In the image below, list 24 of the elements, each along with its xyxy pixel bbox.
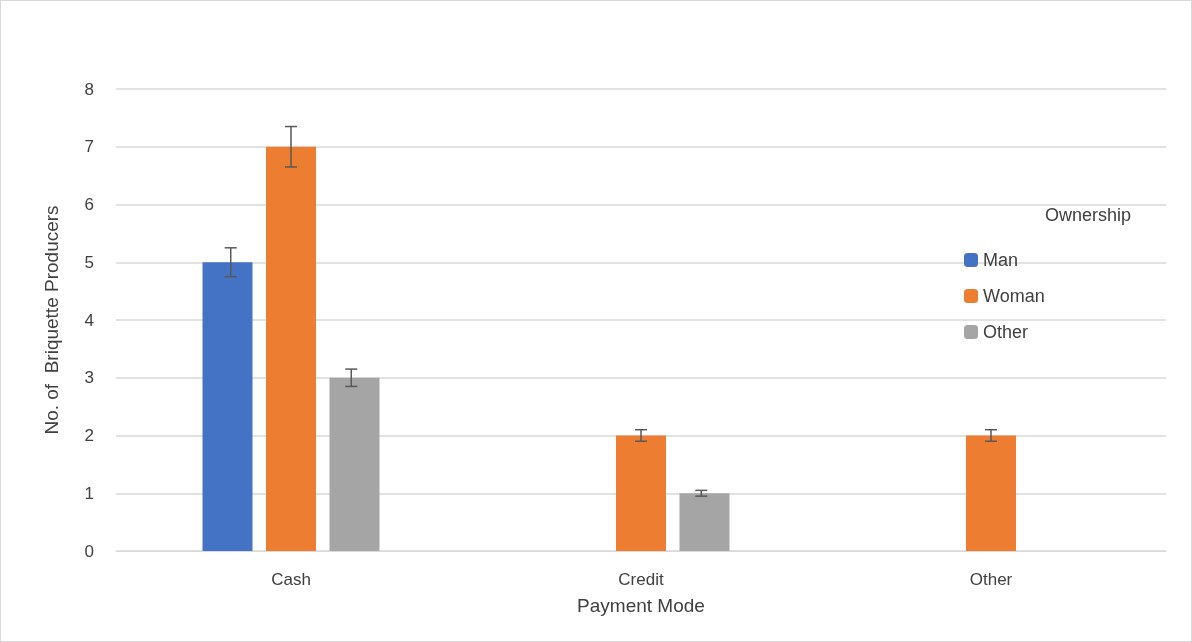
y-axis-title: No. of Briquette Producers: [41, 205, 62, 435]
bar: [616, 435, 666, 551]
bar: [202, 262, 253, 551]
bar: [329, 377, 380, 551]
x-tick-label: Cash: [271, 570, 311, 589]
y-tick-label: 2: [84, 426, 94, 445]
legend-label: Other: [983, 322, 1029, 342]
x-tick-label: Credit: [618, 570, 664, 589]
y-tick-label: 8: [84, 79, 94, 99]
bar: [679, 493, 730, 551]
y-tick-label: 1: [84, 483, 94, 503]
y-tick-label: 7: [84, 137, 94, 157]
x-axis-title: Payment Mode: [577, 595, 705, 616]
bar: [966, 435, 1016, 551]
y-tick-label: 6: [84, 195, 94, 214]
legend-label: Woman: [983, 286, 1045, 306]
legend-title: Ownership: [1044, 205, 1132, 225]
legend-label: Man: [983, 250, 1019, 270]
y-tick-label: 0: [84, 541, 94, 561]
y-tick-label: 3: [84, 368, 94, 388]
y-tick-label: 4: [84, 310, 94, 330]
bar: [266, 146, 316, 551]
y-tick-label: 5: [84, 252, 94, 272]
x-tick-label: Other: [969, 570, 1013, 589]
